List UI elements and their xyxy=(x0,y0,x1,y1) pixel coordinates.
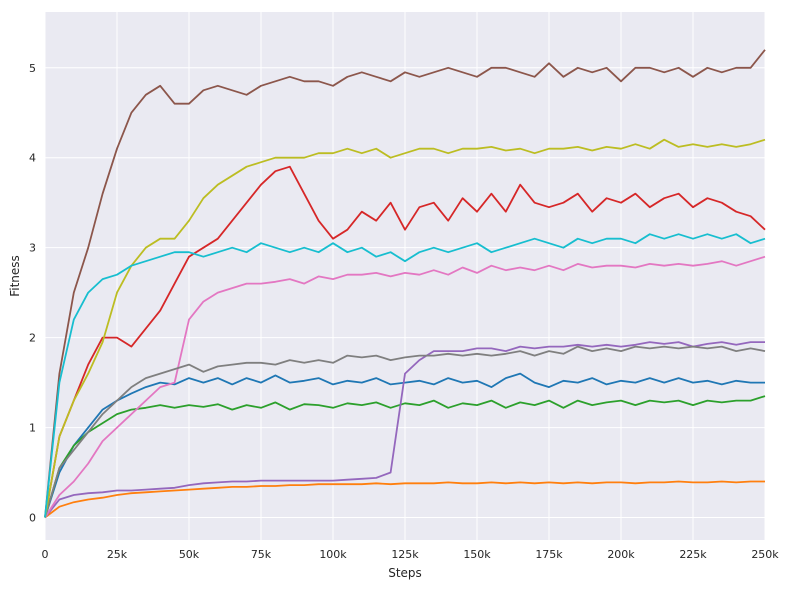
series-line-5 xyxy=(44,341,765,519)
y-tick-label: 5 xyxy=(29,62,36,75)
y-tick-label: 1 xyxy=(29,422,36,435)
series-line-7 xyxy=(44,255,766,518)
x-axis-label: Steps xyxy=(388,566,422,580)
y-tick-label: 2 xyxy=(29,332,36,345)
x-tick-label: 50k xyxy=(179,548,200,561)
series-line-6 xyxy=(44,49,766,518)
x-tick-label: 100k xyxy=(319,548,347,561)
y-axis-label: Fitness xyxy=(8,255,22,297)
series-line-8 xyxy=(44,345,766,518)
series-line-10 xyxy=(44,233,766,518)
y-tick-label: 3 xyxy=(29,242,36,255)
series-lines xyxy=(44,49,766,519)
x-tick-label: 175k xyxy=(535,548,563,561)
x-tick-label: 200k xyxy=(607,548,635,561)
grid-lines xyxy=(44,12,766,540)
y-tick-label: 0 xyxy=(29,512,36,525)
x-tick-labels: 0 25k 50k 75k 100k 125k 150k 175k 200k 225k 250k xyxy=(42,548,780,561)
x-tick-label: 150k xyxy=(463,548,491,561)
x-tick-label: 0 xyxy=(42,548,49,561)
x-tick-label: 25k xyxy=(107,548,128,561)
x-tick-label: 250k xyxy=(751,548,779,561)
series-line-4 xyxy=(44,165,766,518)
series-line-2 xyxy=(44,480,765,519)
y-tick-label: 4 xyxy=(29,152,36,165)
series-line-9 xyxy=(44,138,766,518)
series-line-3 xyxy=(44,395,766,518)
x-tick-label: 125k xyxy=(391,548,419,561)
x-tick-label: 75k xyxy=(251,548,272,561)
x-tick-label: 225k xyxy=(679,548,707,561)
series-line-1 xyxy=(44,372,765,518)
y-tick-labels: 0 1 2 3 4 5 xyxy=(29,62,36,525)
